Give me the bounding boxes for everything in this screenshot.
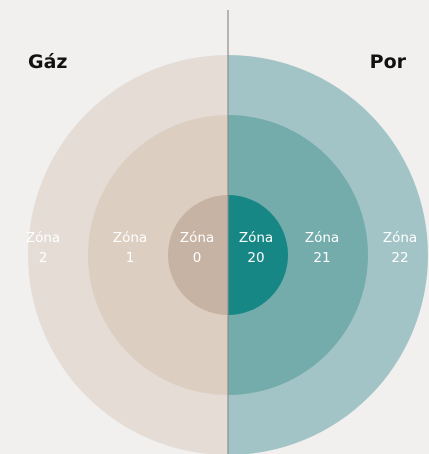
zone-number: 2 [39,250,48,266]
zone-word: Zóna [239,230,273,246]
dust-title: Por [370,51,407,73]
zone-number: 1 [126,250,135,266]
zone-word: Zóna [305,230,339,246]
zone-number: 0 [193,250,202,266]
gas-title: Gáz [28,51,67,73]
ring-inner [168,195,228,315]
zone-number: 20 [247,250,264,266]
gas-rings [28,55,228,454]
ring-inner [228,195,288,315]
zone-word: Zóna [383,230,417,246]
zone-number: 22 [391,250,408,266]
zone-number: 21 [313,250,330,266]
zone-word: Zóna [113,230,147,246]
ring-middle [228,115,368,395]
ring-middle [88,115,228,395]
dust-rings [228,55,428,454]
zone-word: Zóna [26,230,60,246]
zone-word: Zóna [180,230,214,246]
